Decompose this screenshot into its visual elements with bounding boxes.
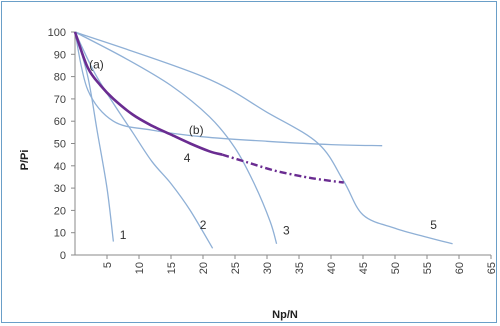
- x-tick-label: 40: [326, 262, 338, 274]
- x-tick-label: 20: [198, 262, 210, 274]
- y-tick-label: 10: [54, 228, 66, 240]
- x-tick-label: 50: [390, 262, 402, 274]
- y-tick-label: 90: [54, 49, 66, 61]
- x-tick-label: 10: [134, 262, 146, 274]
- annotation-label: (b): [189, 123, 204, 137]
- highlight-curve-dashed: [221, 153, 344, 184]
- curve-label-4: 4: [184, 151, 191, 165]
- y-tick-label: 50: [54, 139, 66, 151]
- y-tick-label: 20: [54, 205, 66, 217]
- x-tick-label: 55: [422, 262, 434, 274]
- y-tick-label: 40: [54, 161, 66, 173]
- x-tick-label: 35: [294, 262, 306, 274]
- curve-label-1: 1: [120, 228, 127, 242]
- x-tick-label: 5: [102, 262, 114, 268]
- x-tick-label: 15: [166, 262, 178, 274]
- curve-label-5: 5: [430, 218, 437, 232]
- y-tick-label: 100: [48, 27, 66, 39]
- curve-3: [74, 31, 278, 244]
- x-tick-label: 30: [262, 262, 274, 274]
- curve-label-3: 3: [283, 223, 290, 237]
- curve-label-2: 2: [200, 218, 207, 232]
- y-axis-title: P/Pi: [19, 150, 31, 171]
- x-tick-label: 45: [358, 262, 370, 274]
- annotation-label: (a): [89, 57, 104, 71]
- curve-2: [74, 31, 214, 249]
- y-tick-label: 60: [54, 116, 66, 128]
- y-tick-label: 0: [60, 250, 66, 262]
- x-tick-label: 60: [454, 262, 466, 274]
- x-tick-label: 25: [230, 262, 242, 274]
- curve-5: [74, 31, 453, 245]
- y-tick-label: 30: [54, 183, 66, 195]
- y-tick-label: 70: [54, 94, 66, 106]
- y-tick-label: 80: [54, 72, 66, 84]
- highlight-curve-solid: [73, 31, 223, 156]
- curve-4: [74, 31, 383, 147]
- x-axis-title: Np/N: [272, 309, 298, 321]
- x-tick-label: 65: [486, 262, 498, 274]
